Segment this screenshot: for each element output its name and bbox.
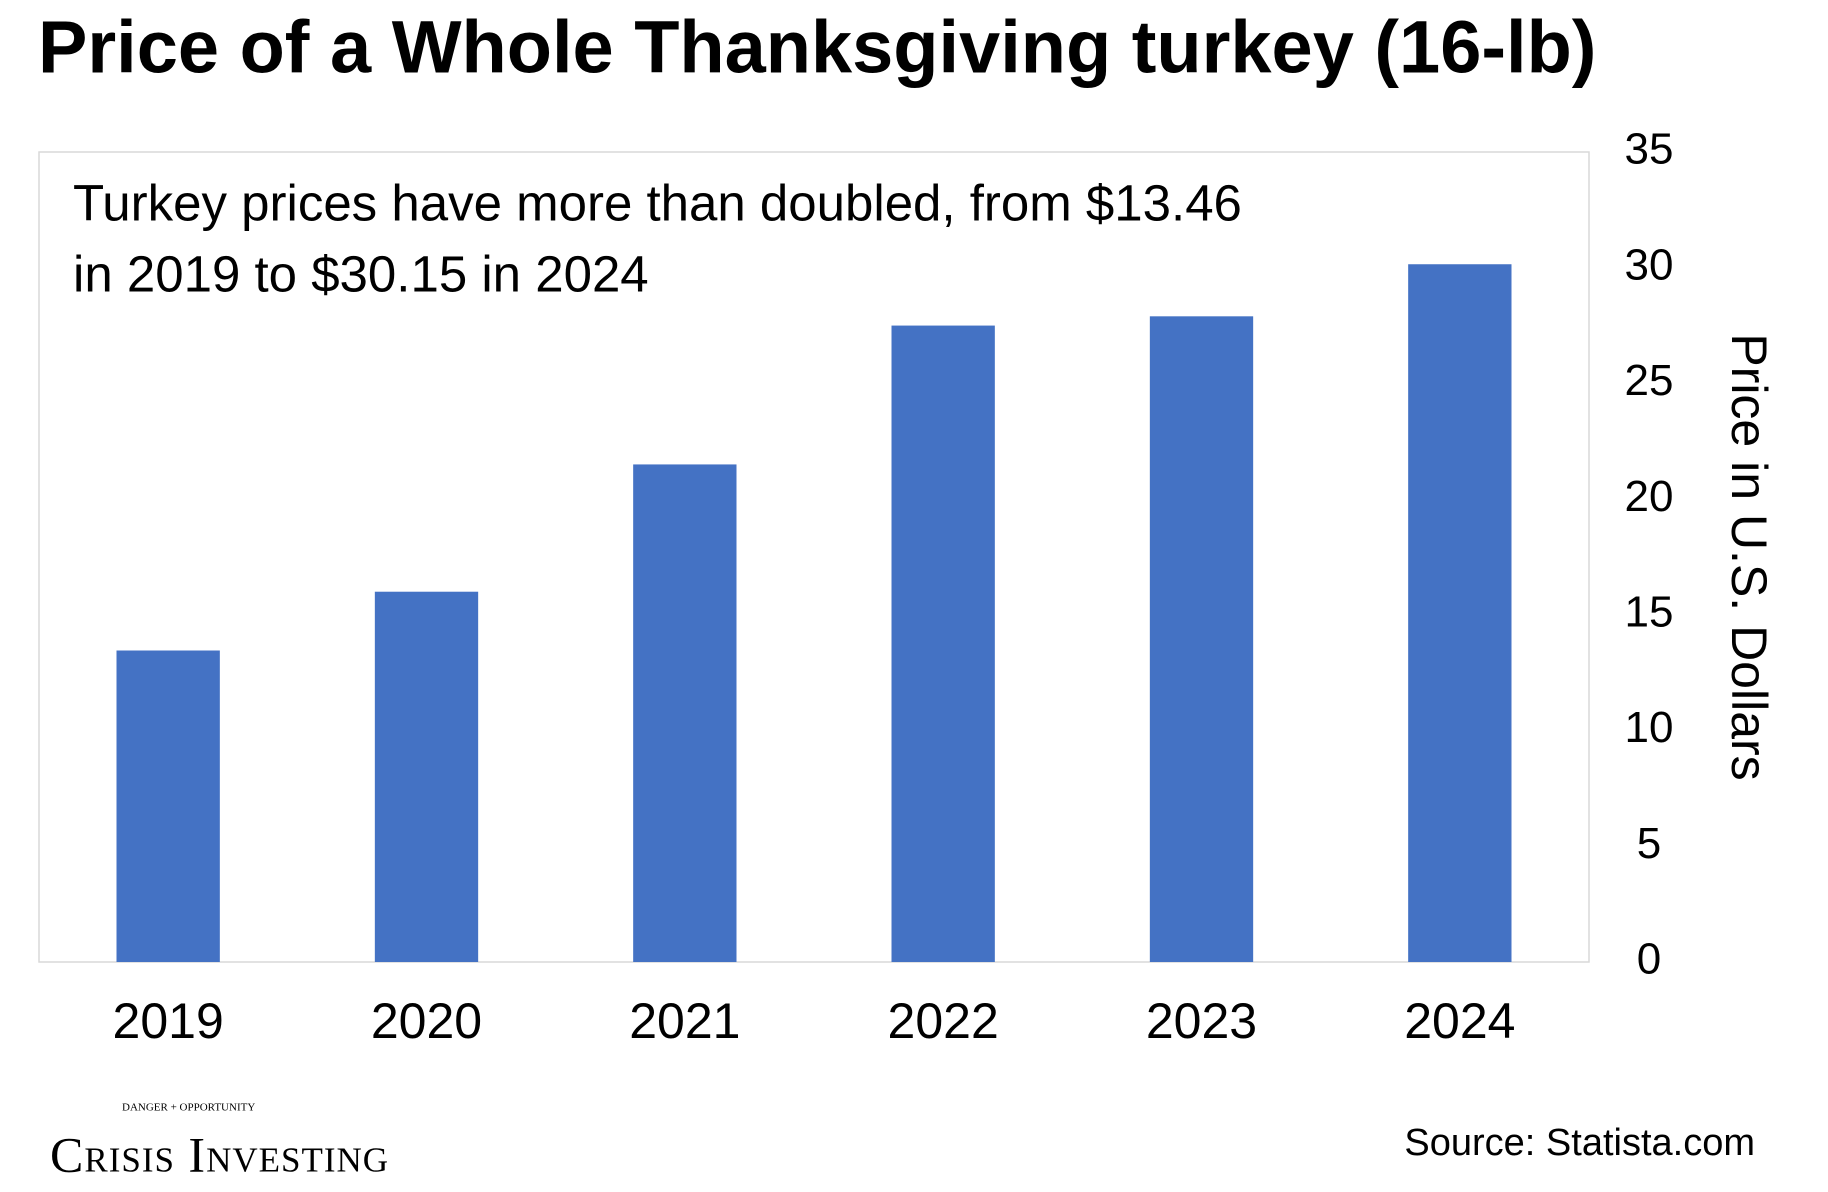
logo-tagline: DANGER + OPPORTUNITY	[122, 1102, 255, 1114]
source: Source: Statista.com	[1404, 1122, 1755, 1164]
y-tick-label: 5	[1637, 819, 1661, 868]
y-tick-label: 35	[1625, 125, 1674, 174]
x-tick-label: 2020	[371, 993, 482, 1049]
y-tick-label: 25	[1625, 356, 1674, 405]
annotation: in 2019 to $30.15 in 2024	[73, 245, 649, 302]
x-tick-label: 2019	[113, 993, 224, 1049]
bar	[633, 464, 737, 962]
y-axis-label: Price in U.S. Dollars	[1721, 333, 1777, 780]
bar	[891, 325, 995, 963]
y-tick-label: 0	[1637, 935, 1661, 984]
y-tick-label: 15	[1625, 587, 1674, 636]
bar	[116, 650, 220, 962]
x-tick-label: 2023	[1146, 993, 1257, 1049]
bar	[1149, 316, 1254, 962]
y-tick-label: 30	[1625, 240, 1674, 289]
logo: Crisis Investing	[50, 1126, 389, 1182]
x-tick-label: 2024	[1404, 993, 1515, 1049]
annotation: Turkey prices have more than doubled, fr…	[73, 174, 1242, 231]
x-tick-label: 2021	[629, 993, 740, 1049]
y-tick-label: 20	[1625, 472, 1674, 521]
x-tick-label: 2022	[888, 993, 999, 1049]
plot-area	[38, 151, 1590, 963]
chart-title: Price of a Whole Thanksgiving turkey (16…	[38, 6, 1596, 89]
bar	[374, 591, 479, 962]
y-tick-label: 10	[1625, 703, 1674, 752]
bar	[1408, 264, 1512, 962]
